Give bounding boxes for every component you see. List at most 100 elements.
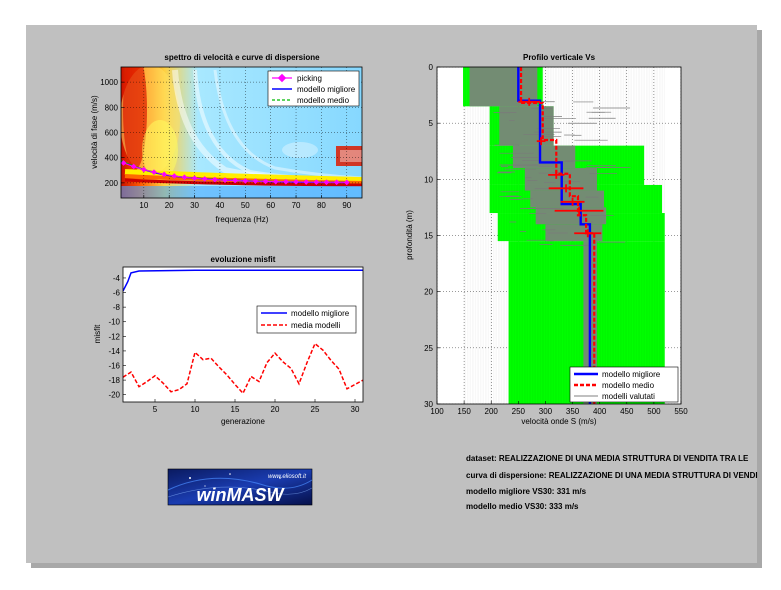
curve-value: REALIZZAZIONE DI UNA MEDIA STRUTTURA DI … (549, 471, 758, 480)
misfit-ytick-label: -20 (108, 391, 120, 400)
legend-evaluated-models: modelli valutati (602, 392, 655, 401)
spectrum-xtick-label: 60 (266, 201, 275, 210)
spectrum-ytick-label: 200 (105, 179, 119, 188)
picking-point (121, 160, 127, 166)
window-shadow-right (757, 30, 762, 568)
profile-ytick-label: 30 (424, 400, 433, 409)
spectrum-title: spettro di velocità e curve di dispersio… (164, 53, 320, 62)
spectrum-legend: picking modello migliore modello medio (267, 70, 360, 107)
misfit-ytick-label: -4 (113, 274, 121, 283)
misfit-ytick-label: -16 (108, 362, 120, 371)
spectrum-xlabel: frequenza (Hz) (216, 215, 269, 224)
misfit-xtick-label: 10 (191, 405, 200, 414)
profile-legend: modello migliore modello medio modelli v… (569, 366, 679, 403)
misfit-ytick-label: -10 (108, 318, 120, 327)
dataset-line: dataset: REALIZZAZIONE DI UNA MEDIA STRU… (466, 454, 749, 463)
misfit-best-model-line (123, 269, 363, 292)
legend-best-model-profile: modello migliore (602, 370, 661, 379)
profile-ytick-label: 10 (424, 175, 433, 184)
picking-point (323, 179, 330, 186)
picking-point (343, 179, 350, 186)
profile-xtick-label: 550 (674, 407, 688, 416)
curve-line: curva di dispersione: REALIZZAZIONE DI U… (466, 471, 758, 480)
profile-xtick-label: 200 (485, 407, 499, 416)
spectrum-xtick-label: 30 (190, 201, 199, 210)
misfit-curves (123, 269, 363, 395)
logo-brand: winMASW (197, 485, 286, 505)
profile-xtick-label: 500 (647, 407, 661, 416)
picking-point (252, 178, 259, 184)
picking-point (262, 178, 269, 185)
spectrum-curves (121, 160, 350, 186)
spectrum-xtick-label: 10 (139, 201, 148, 210)
mean-vs30: modello medio VS30: 333 m/s (466, 502, 579, 511)
legend-mean-model-spectrum: modello medio (297, 96, 350, 105)
spectrum-ytick-label: 600 (105, 129, 119, 138)
profile-ticks: 100 150 200 250 300 350 400 450 500 550 0 5 10 15 20 25… (424, 63, 688, 416)
profile-title: Profilo verticale Vs (523, 53, 596, 62)
spectrum-xtick-label: 20 (165, 201, 174, 210)
dataset-label: dataset: (466, 454, 497, 463)
spectrum-ytick-label: 1000 (100, 78, 118, 87)
misfit-ylabel: misfit (93, 324, 102, 343)
misfit-xtick-label: 15 (231, 405, 240, 414)
misfit-xtick-label: 20 (271, 405, 280, 414)
legend-best-model-spectrum: modello migliore (297, 85, 356, 94)
profile-xtick-label: 250 (512, 407, 526, 416)
spectrum-xtick-label: 50 (241, 201, 250, 210)
profile-ytick-label: 25 (424, 344, 433, 353)
profile-xlabel: velocità onde S (m/s) (521, 417, 596, 426)
spectrum-xtick-label: 40 (215, 201, 224, 210)
picking-point (272, 178, 279, 185)
picking-point (303, 179, 310, 185)
spectrum-ytick-label: 400 (105, 154, 119, 163)
misfit-legend: modello migliore media modelli (256, 305, 357, 334)
misfit-mean-models-line (123, 342, 363, 395)
misfit-frame (122, 266, 364, 403)
profile-xtick-label: 400 (593, 407, 607, 416)
picking-point (333, 179, 340, 186)
misfit-ticks: 5 10 15 20 25 30 -20 -18 -16 -14 -12 -10 -8 -6 -4 (108, 274, 360, 414)
misfit-xtick-label: 30 (351, 405, 360, 414)
picking-point (181, 174, 188, 181)
evaluated-models-cloud (530, 190, 605, 208)
legend-mean-models-misfit: media modelli (291, 321, 341, 330)
picking-point (141, 166, 147, 173)
picking-point (232, 177, 238, 184)
vs-profile-plot: Profilo verticale Vs 100 150 200 250 300 350 4… (405, 53, 688, 426)
misfit-ytick-label: -6 (113, 289, 121, 298)
spectrum-ytick-label: 800 (105, 103, 119, 112)
winmasw-logo: www.eliosoft.it winMASW (167, 468, 313, 506)
picking-point (313, 179, 320, 185)
picking-point (201, 176, 208, 182)
spectrum-ylabel: velocità di fase (m/s) (90, 95, 99, 169)
spectrum-xtick-label: 90 (342, 201, 351, 210)
picking-point (242, 178, 249, 184)
picking-point (293, 179, 299, 185)
curve-label: curva di dispersione: (466, 471, 546, 480)
logo-url: www.eliosoft.it (268, 474, 306, 480)
spectrum-xtick-label: 70 (292, 201, 301, 210)
spectrum-energy (121, 67, 362, 198)
profile-mean-model-line (519, 67, 596, 404)
spectrum-xtick-label: 80 (317, 201, 326, 210)
misfit-xtick-label: 5 (153, 405, 158, 414)
profile-xtick-label: 350 (566, 407, 580, 416)
misfit-plot: evoluzione misfit 5 10 15 20 25 30 -20 -18 -16 -1… (93, 255, 364, 426)
misfit-ytick-label: -8 (113, 303, 121, 312)
window-shadow-bottom (31, 563, 762, 568)
misfit-title: evoluzione misfit (211, 255, 276, 264)
spectrum-plot: spettro di velocità e curve di dispersio… (90, 53, 363, 224)
profile-xtick-label: 150 (457, 407, 471, 416)
info-block: dataset: REALIZZAZIONE DI UNA MEDIA STRU… (466, 454, 758, 511)
picking-point (161, 171, 167, 178)
misfit-xlabel: generazione (221, 417, 266, 426)
misfit-ytick-label: -18 (108, 376, 120, 385)
misfit-xtick-label: 25 (311, 405, 320, 414)
profile-xtick-label: 450 (620, 407, 634, 416)
profile-ylabel: profondità (m) (405, 210, 414, 260)
spectrum-ticks: 10 20 30 40 50 60 70 80 90 200 400 600 800 1000 (100, 78, 352, 210)
profile-xtick-label: 300 (539, 407, 553, 416)
misfit-ytick-label: -12 (108, 332, 120, 341)
